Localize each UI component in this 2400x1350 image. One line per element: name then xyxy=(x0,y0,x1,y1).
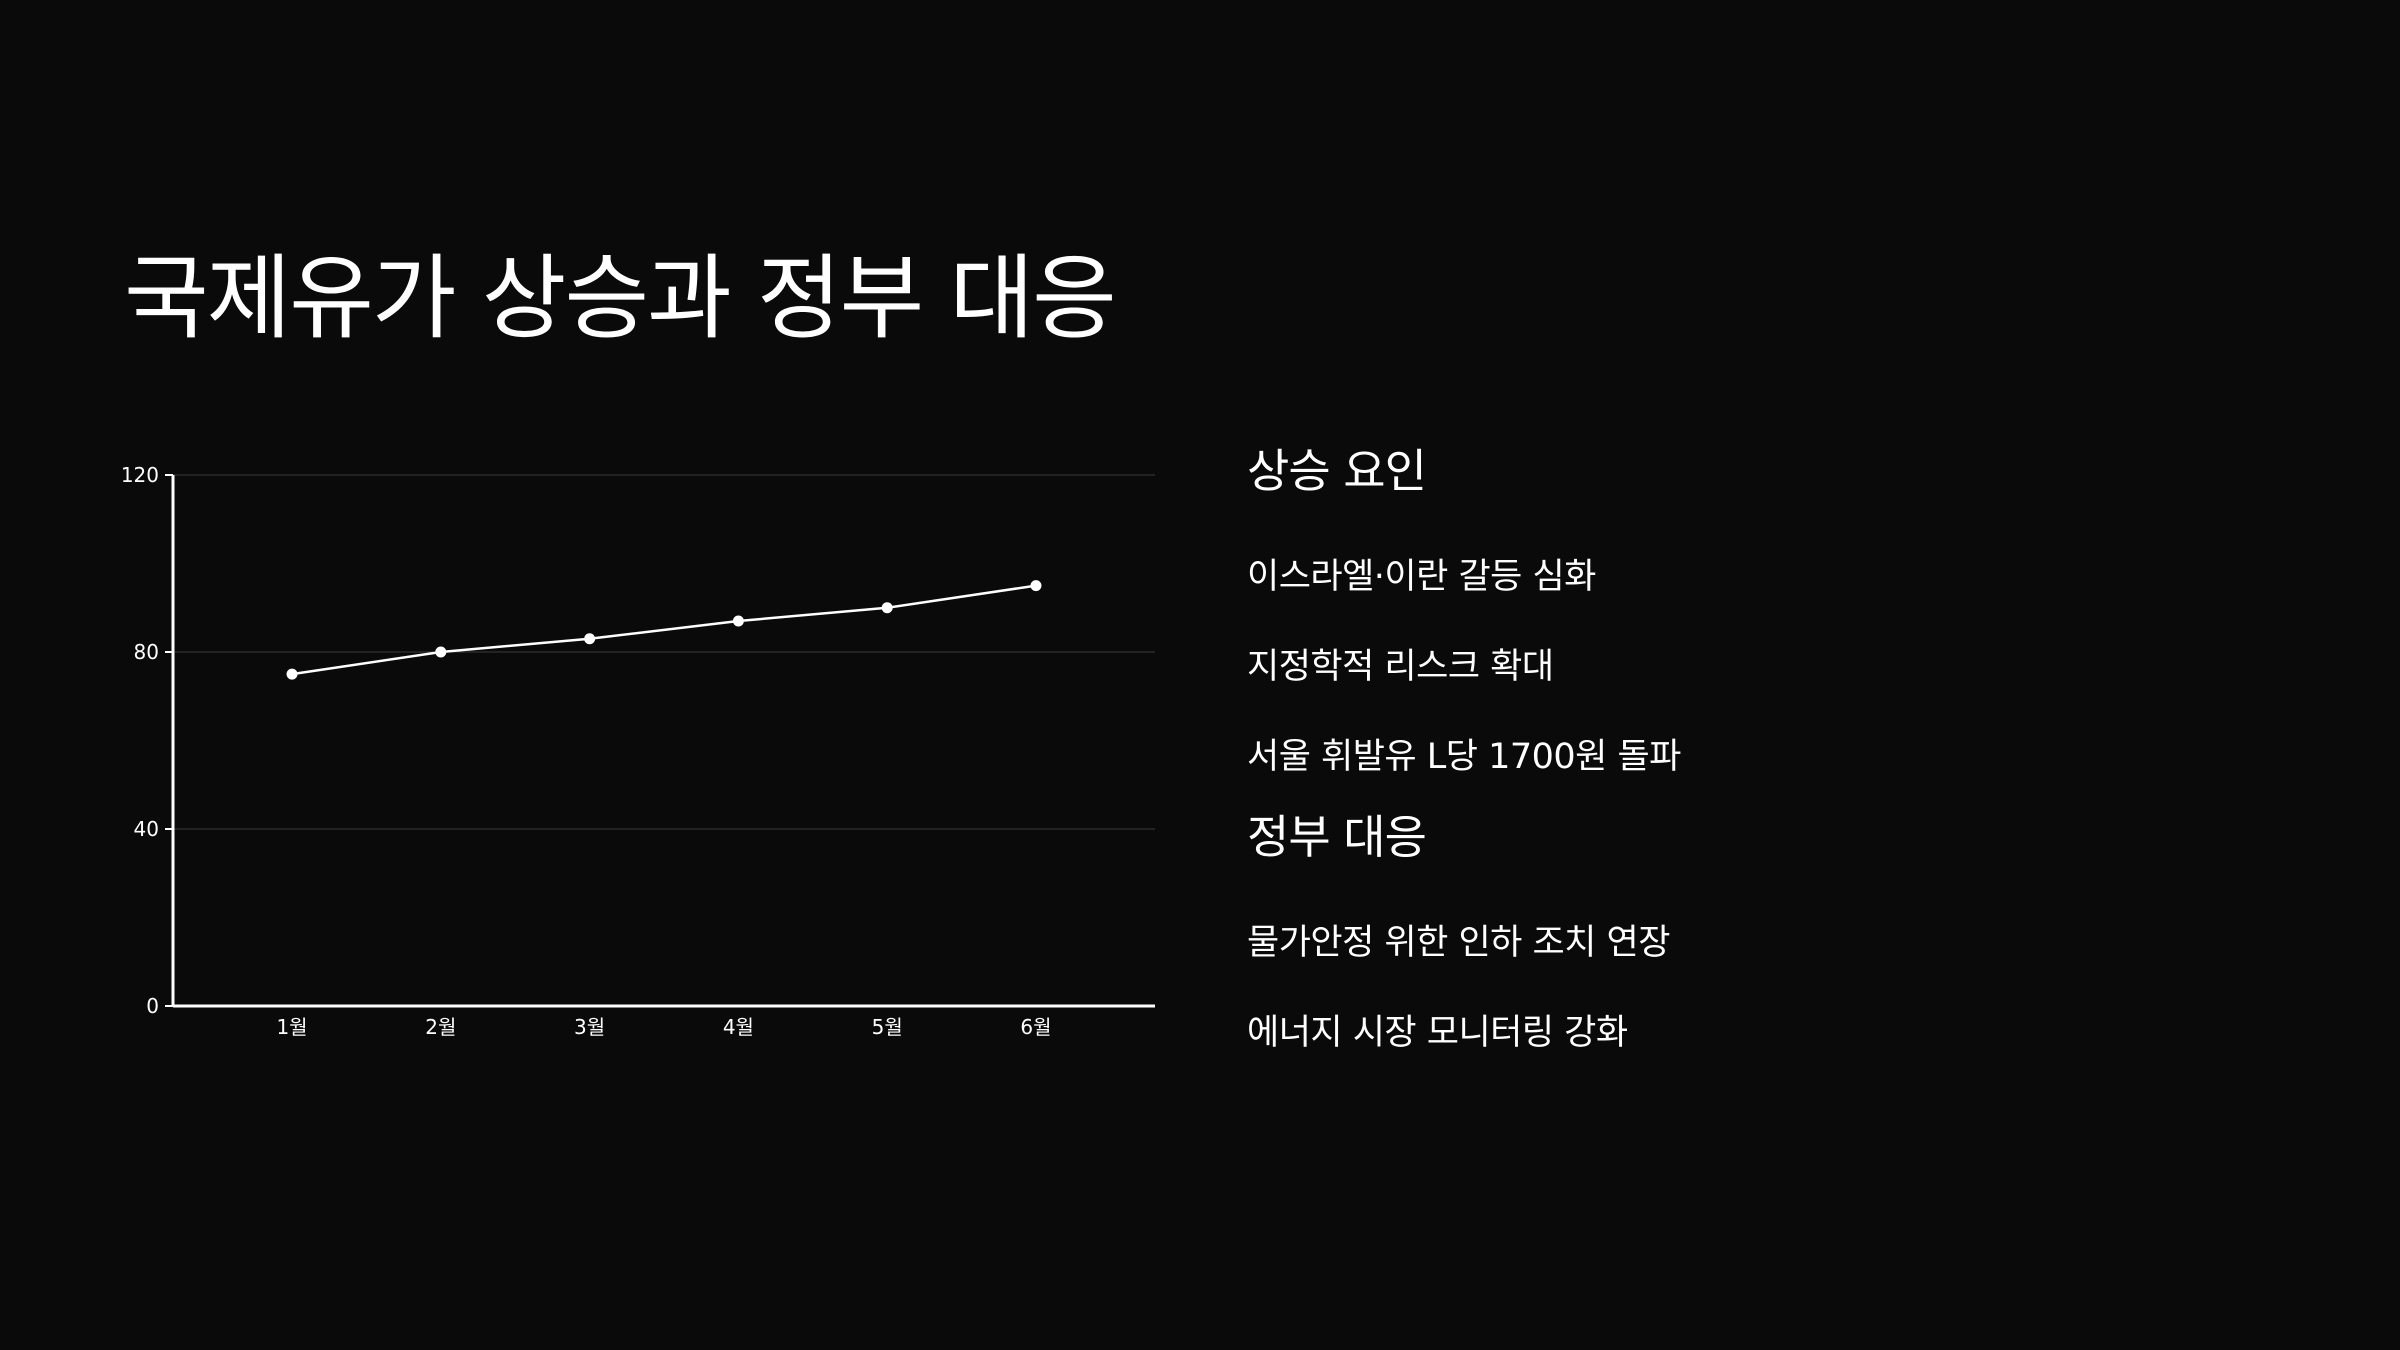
x-tick-label: 4월 xyxy=(723,1015,754,1039)
line-chart: 0 40 80 120 1월 2월 3월 4월 5월 6월 xyxy=(100,450,1180,1050)
list-item: 지정학적 리스크 확대 xyxy=(1247,647,1554,687)
y-tick-label: 0 xyxy=(146,994,159,1018)
section-heading-government-response: 정부 대응 xyxy=(1247,810,1427,864)
list-item: 물가안정 위한 인하 조치 연장 xyxy=(1247,923,1670,963)
x-tick-label: 6월 xyxy=(1020,1015,1051,1039)
data-point xyxy=(732,615,744,627)
list-item: 서울 휘발유 L당 1700원 돌파 xyxy=(1247,737,1681,777)
x-tick-label: 3월 xyxy=(574,1015,605,1039)
x-tick-label: 1월 xyxy=(276,1015,307,1039)
x-tick-label: 5월 xyxy=(872,1015,903,1039)
chart-svg: 0 40 80 120 1월 2월 3월 4월 5월 6월 xyxy=(121,463,1155,1039)
x-tick-label: 2월 xyxy=(425,1015,456,1039)
list-item: 이스라엘·이란 갈등 심화 xyxy=(1247,557,1596,597)
data-point xyxy=(286,668,298,680)
list-item: 에너지 시장 모니터링 강화 xyxy=(1247,1013,1628,1053)
y-tick-label: 120 xyxy=(121,463,159,487)
slide-title: 국제유가 상승과 정부 대응 xyxy=(124,245,1117,352)
series-line xyxy=(291,584,1037,676)
section-heading-rise-factors: 상승 요인 xyxy=(1247,444,1427,498)
y-tick-label: 80 xyxy=(134,640,159,664)
y-tick-label: 40 xyxy=(134,817,159,841)
data-point xyxy=(1030,580,1042,592)
data-point xyxy=(881,602,893,614)
data-point xyxy=(435,646,447,658)
data-point xyxy=(584,633,596,645)
